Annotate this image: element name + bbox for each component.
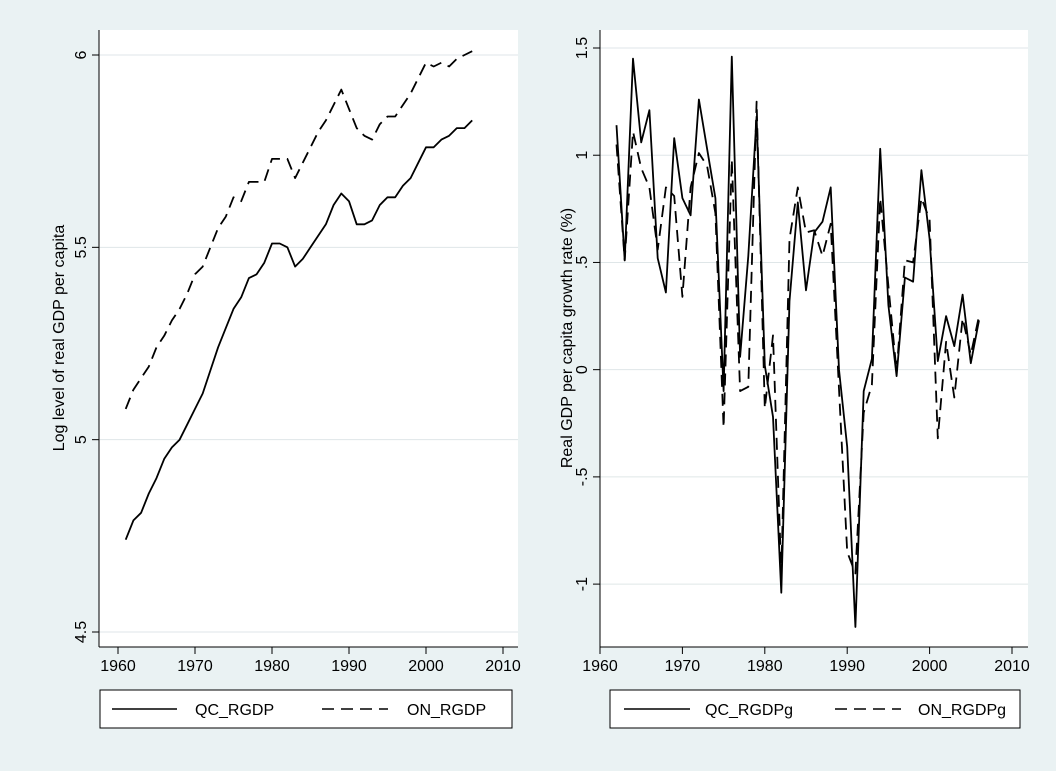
left-y-tick-label: 6: [73, 50, 90, 59]
left-legend: QC_RGDP ON_RGDP: [99, 689, 513, 729]
left-series-layer: [124, 50, 473, 541]
right-x-ticks: 1960 1970 1980 1990 2000 2010: [582, 647, 1030, 675]
left-series-qc-rgdp-line: [124, 119, 473, 541]
right-series-layer: [615, 55, 980, 628]
right-y-tick-label: -1: [574, 577, 591, 591]
left-x-tick-label: 2000: [408, 658, 444, 675]
right-legend-label-qc: QC_RGDPg: [705, 702, 793, 719]
left-series-on-rgdp-line: [124, 50, 473, 410]
right-x-tick-label: 2010: [994, 658, 1030, 675]
right-series-on-rgdpg-line: [615, 100, 980, 575]
left-legend-label-qc: QC_RGDP: [195, 702, 274, 719]
right-chart-panel: -1 -.5 0 .5 1 1.5 1960 1970 1980 1990 2000 2010 Re…: [530, 8, 1048, 736]
left-gridlines: [99, 54, 518, 633]
right-y-tick-label: 1.5: [574, 37, 591, 59]
left-x-tick-label: 2010: [485, 658, 521, 675]
right-y-axis-title: Real GDP per capita growth rate (%): [559, 208, 576, 468]
left-plot-area: [99, 30, 518, 647]
left-y-axis-title: Log level of real GDP per capita: [51, 225, 68, 452]
right-y-tick-label: 1: [574, 151, 591, 160]
left-y-tick-label: 4.5: [73, 621, 90, 643]
left-y-tick-label: 5: [73, 435, 90, 444]
left-y-ticks: 4.5 5 5.5 6: [73, 50, 99, 643]
right-y-tick-label: -.5: [574, 467, 591, 486]
left-chart-panel: 4.5 5 5.5 6 1960 1970 1980 1990 2000 2010 Log le…: [7, 8, 525, 736]
right-x-tick-label: 1960: [582, 658, 618, 675]
right-legend: QC_RGDPg ON_RGDPg: [609, 689, 1021, 729]
right-x-tick-label: 1970: [665, 658, 701, 675]
left-x-tick-label: 1970: [177, 658, 213, 675]
right-x-tick-label: 2000: [912, 658, 948, 675]
left-x-tick-label: 1960: [100, 658, 136, 675]
left-y-tick-label: 5.5: [73, 236, 90, 258]
right-series-qc-rgdpg-line: [615, 55, 980, 628]
right-x-tick-label: 1980: [747, 658, 783, 675]
right-y-tick-label: 0: [574, 365, 591, 374]
right-y-tick-label: .5: [574, 256, 591, 269]
right-x-tick-label: 1990: [829, 658, 865, 675]
right-y-ticks: -1 -.5 0 .5 1 1.5: [574, 37, 600, 591]
right-plot-area: [600, 30, 1028, 647]
right-legend-label-on: ON_RGDPg: [918, 702, 1006, 719]
left-legend-label-on: ON_RGDP: [407, 702, 486, 719]
left-x-tick-label: 1990: [331, 658, 367, 675]
left-x-ticks: 1960 1970 1980 1990 2000 2010: [100, 647, 521, 675]
left-x-tick-label: 1980: [254, 658, 290, 675]
